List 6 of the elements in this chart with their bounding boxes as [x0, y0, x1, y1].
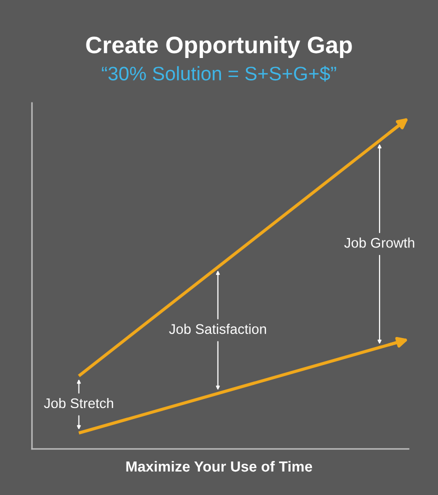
annotation: Job Growth	[344, 238, 414, 248]
annotation: Job Satisfaction	[169, 324, 266, 334]
x-axis-title: Maximize Your Use of Time	[126, 460, 312, 472]
chart-subtitle: “30% Solution = S+S+G+$”	[102, 66, 336, 82]
annotation: Job Stretch	[44, 398, 114, 408]
chart-title: Create Opportunity Gap	[86, 36, 352, 58]
